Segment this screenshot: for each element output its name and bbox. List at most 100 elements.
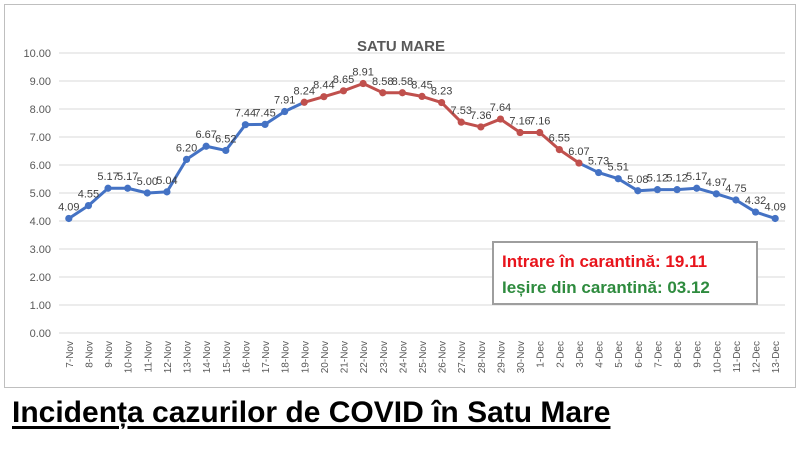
data-point — [536, 128, 544, 137]
data-point — [555, 146, 563, 154]
series-segment — [538, 131, 561, 152]
x-tick-label: 14-Nov — [202, 341, 213, 373]
series-segment — [577, 161, 601, 175]
data-label: 5.08 — [627, 174, 648, 186]
data-label: 8.58 — [392, 76, 413, 88]
series-segment — [165, 157, 189, 194]
data-label: 5.00 — [137, 176, 158, 188]
data-point — [124, 184, 132, 192]
data-point — [320, 93, 328, 101]
data-label: 4.75 — [725, 183, 746, 195]
data-point — [182, 155, 191, 163]
x-tick-label: 18-Nov — [281, 341, 292, 373]
data-label: 7.44 — [235, 108, 256, 120]
data-label: 5.17 — [686, 171, 707, 183]
x-tick-label: 7-Dec — [653, 341, 664, 368]
data-label: 5.51 — [608, 162, 629, 174]
x-tick-label: 13-Nov — [183, 341, 194, 373]
x-tick-label: 28-Nov — [477, 341, 488, 373]
data-label: 7.45 — [254, 107, 275, 119]
x-tick-label: 27-Nov — [457, 341, 468, 373]
data-label: 7.16 — [529, 116, 550, 128]
x-tick-label: 2-Dec — [555, 341, 566, 368]
x-tick-label: 21-Nov — [340, 341, 351, 373]
y-tick-label: 7.00 — [30, 132, 51, 144]
series-segment — [616, 177, 640, 193]
y-tick-label: 4.00 — [30, 216, 51, 228]
y-axis-ticks: 0.00 1.00 2.00 3.00 4.00 5.00 6.00 7.00 8.00 9.00… — [23, 48, 51, 340]
data-label: 4.09 — [764, 201, 785, 213]
quarantine-end-label: Ieșire din carantină: 03.12 — [502, 278, 710, 297]
series-segment — [67, 204, 90, 220]
data-point — [673, 186, 681, 194]
data-point — [339, 87, 348, 95]
data-point — [751, 208, 760, 216]
data-label: 6.52 — [215, 133, 236, 145]
data-label: 6.07 — [568, 146, 589, 158]
data-label: 4.97 — [706, 177, 727, 189]
data-labels: 4.094.555.175.175.005.046.206.676.527.44… — [58, 67, 786, 214]
x-tick-label: 10-Nov — [124, 341, 135, 373]
y-tick-label: 2.00 — [30, 272, 51, 284]
x-tick-label: 8-Nov — [84, 341, 95, 368]
data-point — [457, 118, 465, 126]
quarantine-legend-box: Intrare în carantină: 19.11 Ieșire din c… — [492, 241, 758, 305]
y-tick-label: 0.00 — [30, 328, 51, 340]
x-tick-label: 29-Nov — [496, 341, 507, 373]
x-tick-label: 25-Nov — [418, 341, 429, 373]
data-label: 8.23 — [431, 86, 452, 98]
data-label: 6.67 — [195, 129, 216, 141]
data-point — [281, 107, 289, 116]
data-point — [65, 214, 73, 223]
x-tick-label: 3-Dec — [575, 341, 586, 368]
line-chart: SATU MARE 0.00 1.00 2.00 3.00 4.00 5.00 6.00 7.… — [23, 38, 786, 373]
data-point — [594, 168, 603, 177]
x-tick-label: 20-Nov — [320, 341, 331, 373]
series-points — [65, 79, 779, 223]
quarantine-start-label: Intrare în carantină: 19.11 — [502, 252, 708, 271]
y-tick-label: 6.00 — [30, 160, 51, 172]
data-label: 8.65 — [333, 74, 354, 86]
data-label: 7.53 — [451, 105, 472, 117]
y-tick-label: 3.00 — [30, 244, 51, 256]
x-tick-label: 12-Dec — [752, 341, 763, 373]
x-tick-label: 8-Dec — [673, 341, 684, 368]
series-segment — [185, 144, 208, 161]
data-point — [359, 79, 367, 88]
x-tick-label: 12-Nov — [163, 341, 174, 373]
y-tick-label: 1.00 — [30, 300, 51, 312]
x-tick-label: 15-Nov — [222, 341, 233, 373]
chart-frame: SATU MARE 0.00 1.00 2.00 3.00 4.00 5.00 6.00 7.… — [4, 4, 796, 388]
x-tick-label: 26-Nov — [438, 341, 449, 373]
gridlines — [59, 52, 785, 334]
x-tick-label: 9-Nov — [104, 341, 115, 368]
data-point — [496, 115, 505, 123]
data-point — [202, 142, 210, 150]
x-tick-label: 17-Nov — [261, 341, 272, 373]
data-label: 8.45 — [411, 79, 432, 91]
data-label: 6.55 — [549, 133, 570, 145]
data-label: 8.91 — [352, 67, 373, 79]
x-tick-label: 23-Nov — [379, 341, 390, 373]
x-tick-label: 16-Nov — [241, 341, 252, 373]
data-point — [634, 187, 642, 195]
data-point — [732, 196, 740, 204]
series-lines — [67, 82, 777, 220]
data-label: 7.16 — [509, 116, 530, 128]
data-label: 5.12 — [666, 173, 687, 185]
data-label: 4.55 — [78, 189, 99, 201]
x-tick-label: 11-Dec — [732, 341, 743, 373]
chart-title: SATU MARE — [357, 38, 445, 55]
x-tick-label: 24-Nov — [398, 341, 409, 373]
series-segment — [283, 100, 306, 114]
data-point — [418, 92, 426, 100]
data-point — [143, 189, 151, 197]
data-point — [653, 186, 662, 194]
y-tick-label: 8.00 — [30, 104, 51, 116]
data-label: 8.44 — [313, 80, 334, 92]
data-label: 7.36 — [470, 110, 491, 122]
data-label: 7.91 — [274, 95, 295, 107]
page-caption: Incidența cazurilor de COVID în Satu Mar… — [12, 396, 611, 429]
data-point — [84, 202, 93, 210]
series-segment — [440, 101, 463, 124]
